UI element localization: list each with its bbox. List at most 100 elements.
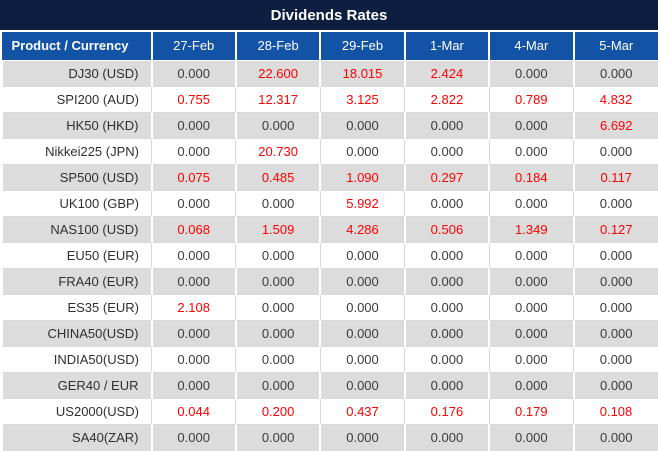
product-cell: SPI200 (AUD) [0,86,152,113]
dividends-rates-table: Product / Currency 27-Feb 28-Feb 29-Feb … [0,32,658,451]
value-cell: 0.000 [319,138,405,165]
product-cell: GER40 / EUR [0,372,152,399]
value-cell: 0.000 [150,424,236,451]
value-cell: 0.000 [319,424,405,451]
table-row: DJ30 (USD) 0.000 22.600 18.015 2.424 0.000 0.0… [0,60,658,87]
product-cell: NAS100 (USD) [0,216,152,243]
table-row: Nikkei225 (JPN) 0.000 20.730 0.000 0.000 0.00… [0,138,658,165]
product-cell: US2000(USD) [0,398,152,425]
value-cell: 0.000 [488,294,574,321]
date-header-29-feb: 29-Feb [319,32,405,61]
product-cell: ES35 (EUR) [0,294,152,321]
value-cell: 0.000 [150,60,236,87]
value-cell: 0.000 [488,60,574,87]
value-cell: 18.015 [319,60,405,87]
value-cell: 4.286 [319,216,405,243]
product-cell: HK50 (HKD) [0,112,152,139]
value-cell: 0.068 [150,216,236,243]
table-row: EU50 (EUR) 0.000 0.000 0.000 0.000 0.000 0.000 [0,242,658,269]
value-cell: 1.090 [319,164,405,191]
value-cell: 0.000 [404,346,490,373]
value-cell: 0.789 [488,86,574,113]
table-row: CHINA50(USD) 0.000 0.000 0.000 0.000 0.000 0.0… [0,320,658,347]
value-cell: 0.000 [488,242,574,269]
value-cell: 0.000 [572,424,658,451]
value-cell: 0.000 [234,372,321,399]
value-cell: 0.200 [235,398,321,425]
value-cell: 0.176 [404,398,490,425]
value-cell: 0.000 [234,424,321,451]
value-cell: 0.506 [403,216,490,243]
product-cell: DJ30 (USD) [0,60,152,87]
value-cell: 0.000 [404,138,490,165]
value-cell: 0.000 [403,268,490,295]
table-row: UK100 (GBP) 0.000 0.000 5.992 0.000 0.000 0.00… [0,190,658,217]
value-cell: 0.000 [572,320,658,347]
value-cell: 0.437 [319,398,405,425]
table-row: SP500 (USD) 0.075 0.485 1.090 0.297 0.184 0.11… [0,164,658,191]
date-header-27-feb: 27-Feb [150,32,236,61]
value-cell: 0.000 [235,294,321,321]
value-cell: 0.000 [488,320,574,347]
date-header-1-mar: 1-Mar [403,32,490,61]
value-cell: 0.000 [234,320,321,347]
value-cell: 0.179 [488,398,574,425]
value-cell: 22.600 [234,60,321,87]
value-cell: 0.000 [235,190,321,217]
table-row: SA40(ZAR) 0.000 0.000 0.000 0.000 0.000 0.000 [0,424,658,451]
product-cell: FRA40 (EUR) [0,268,152,295]
value-cell: 0.000 [403,372,490,399]
value-cell: 0.000 [235,242,321,269]
value-cell: 0.127 [572,216,658,243]
page-title: Dividends Rates [270,6,388,24]
value-cell: 5.992 [319,190,405,217]
value-cell: 0.184 [488,164,574,191]
date-header-28-feb: 28-Feb [234,32,321,61]
value-cell: 0.000 [150,190,236,217]
product-cell: UK100 (GBP) [0,190,152,217]
product-cell: SP500 (USD) [0,164,152,191]
value-cell: 0.000 [404,242,490,269]
value-cell: 0.117 [572,164,658,191]
value-cell: 0.000 [319,346,405,373]
value-cell: 1.349 [488,216,574,243]
table-row: US2000(USD) 0.044 0.200 0.437 0.176 0.179 0.10… [0,398,658,425]
value-cell: 4.832 [573,86,658,113]
product-cell: SA40(ZAR) [0,424,152,451]
value-cell: 0.000 [319,242,405,269]
value-cell: 0.000 [573,294,658,321]
value-cell: 0.108 [573,398,658,425]
value-cell: 0.000 [150,138,236,165]
table-row: INDIA50(USD) 0.000 0.000 0.000 0.000 0.000 0.0… [0,346,658,373]
value-cell: 1.509 [234,216,321,243]
value-cell: 0.000 [488,190,574,217]
product-cell: EU50 (EUR) [0,242,152,269]
product-cell: Nikkei225 (JPN) [0,138,152,165]
value-cell: 0.000 [319,268,405,295]
value-cell: 0.000 [319,294,405,321]
table-row: ES35 (EUR) 2.108 0.000 0.000 0.000 0.000 0.000 [0,294,658,321]
value-cell: 0.297 [403,164,490,191]
value-cell: 0.000 [572,60,658,87]
value-cell: 0.000 [488,372,574,399]
table-row: SPI200 (AUD) 0.755 12.317 3.125 2.822 0.789 4.… [0,86,658,113]
table-row: FRA40 (EUR) 0.000 0.000 0.000 0.000 0.000 0.00… [0,268,658,295]
value-cell: 0.000 [573,190,658,217]
value-cell: 0.000 [234,112,321,139]
value-cell: 0.000 [234,268,321,295]
value-cell: 6.692 [572,112,658,139]
product-cell: INDIA50(USD) [0,346,152,373]
value-cell: 0.000 [573,242,658,269]
date-header-5-mar: 5-Mar [572,32,658,61]
value-cell: 0.000 [488,112,574,139]
value-cell: 0.000 [403,320,490,347]
date-header-4-mar: 4-Mar [488,32,574,61]
product-currency-header: Product / Currency [1,32,152,61]
table-row: NAS100 (USD) 0.068 1.509 4.286 0.506 1.349 0.1… [0,216,658,243]
value-cell: 0.000 [150,112,236,139]
value-cell: 0.000 [404,190,490,217]
value-cell: 0.755 [150,86,236,113]
table-header: Product / Currency 27-Feb 28-Feb 29-Feb … [1,32,658,61]
value-cell: 0.000 [235,346,321,373]
value-cell: 2.822 [404,86,490,113]
